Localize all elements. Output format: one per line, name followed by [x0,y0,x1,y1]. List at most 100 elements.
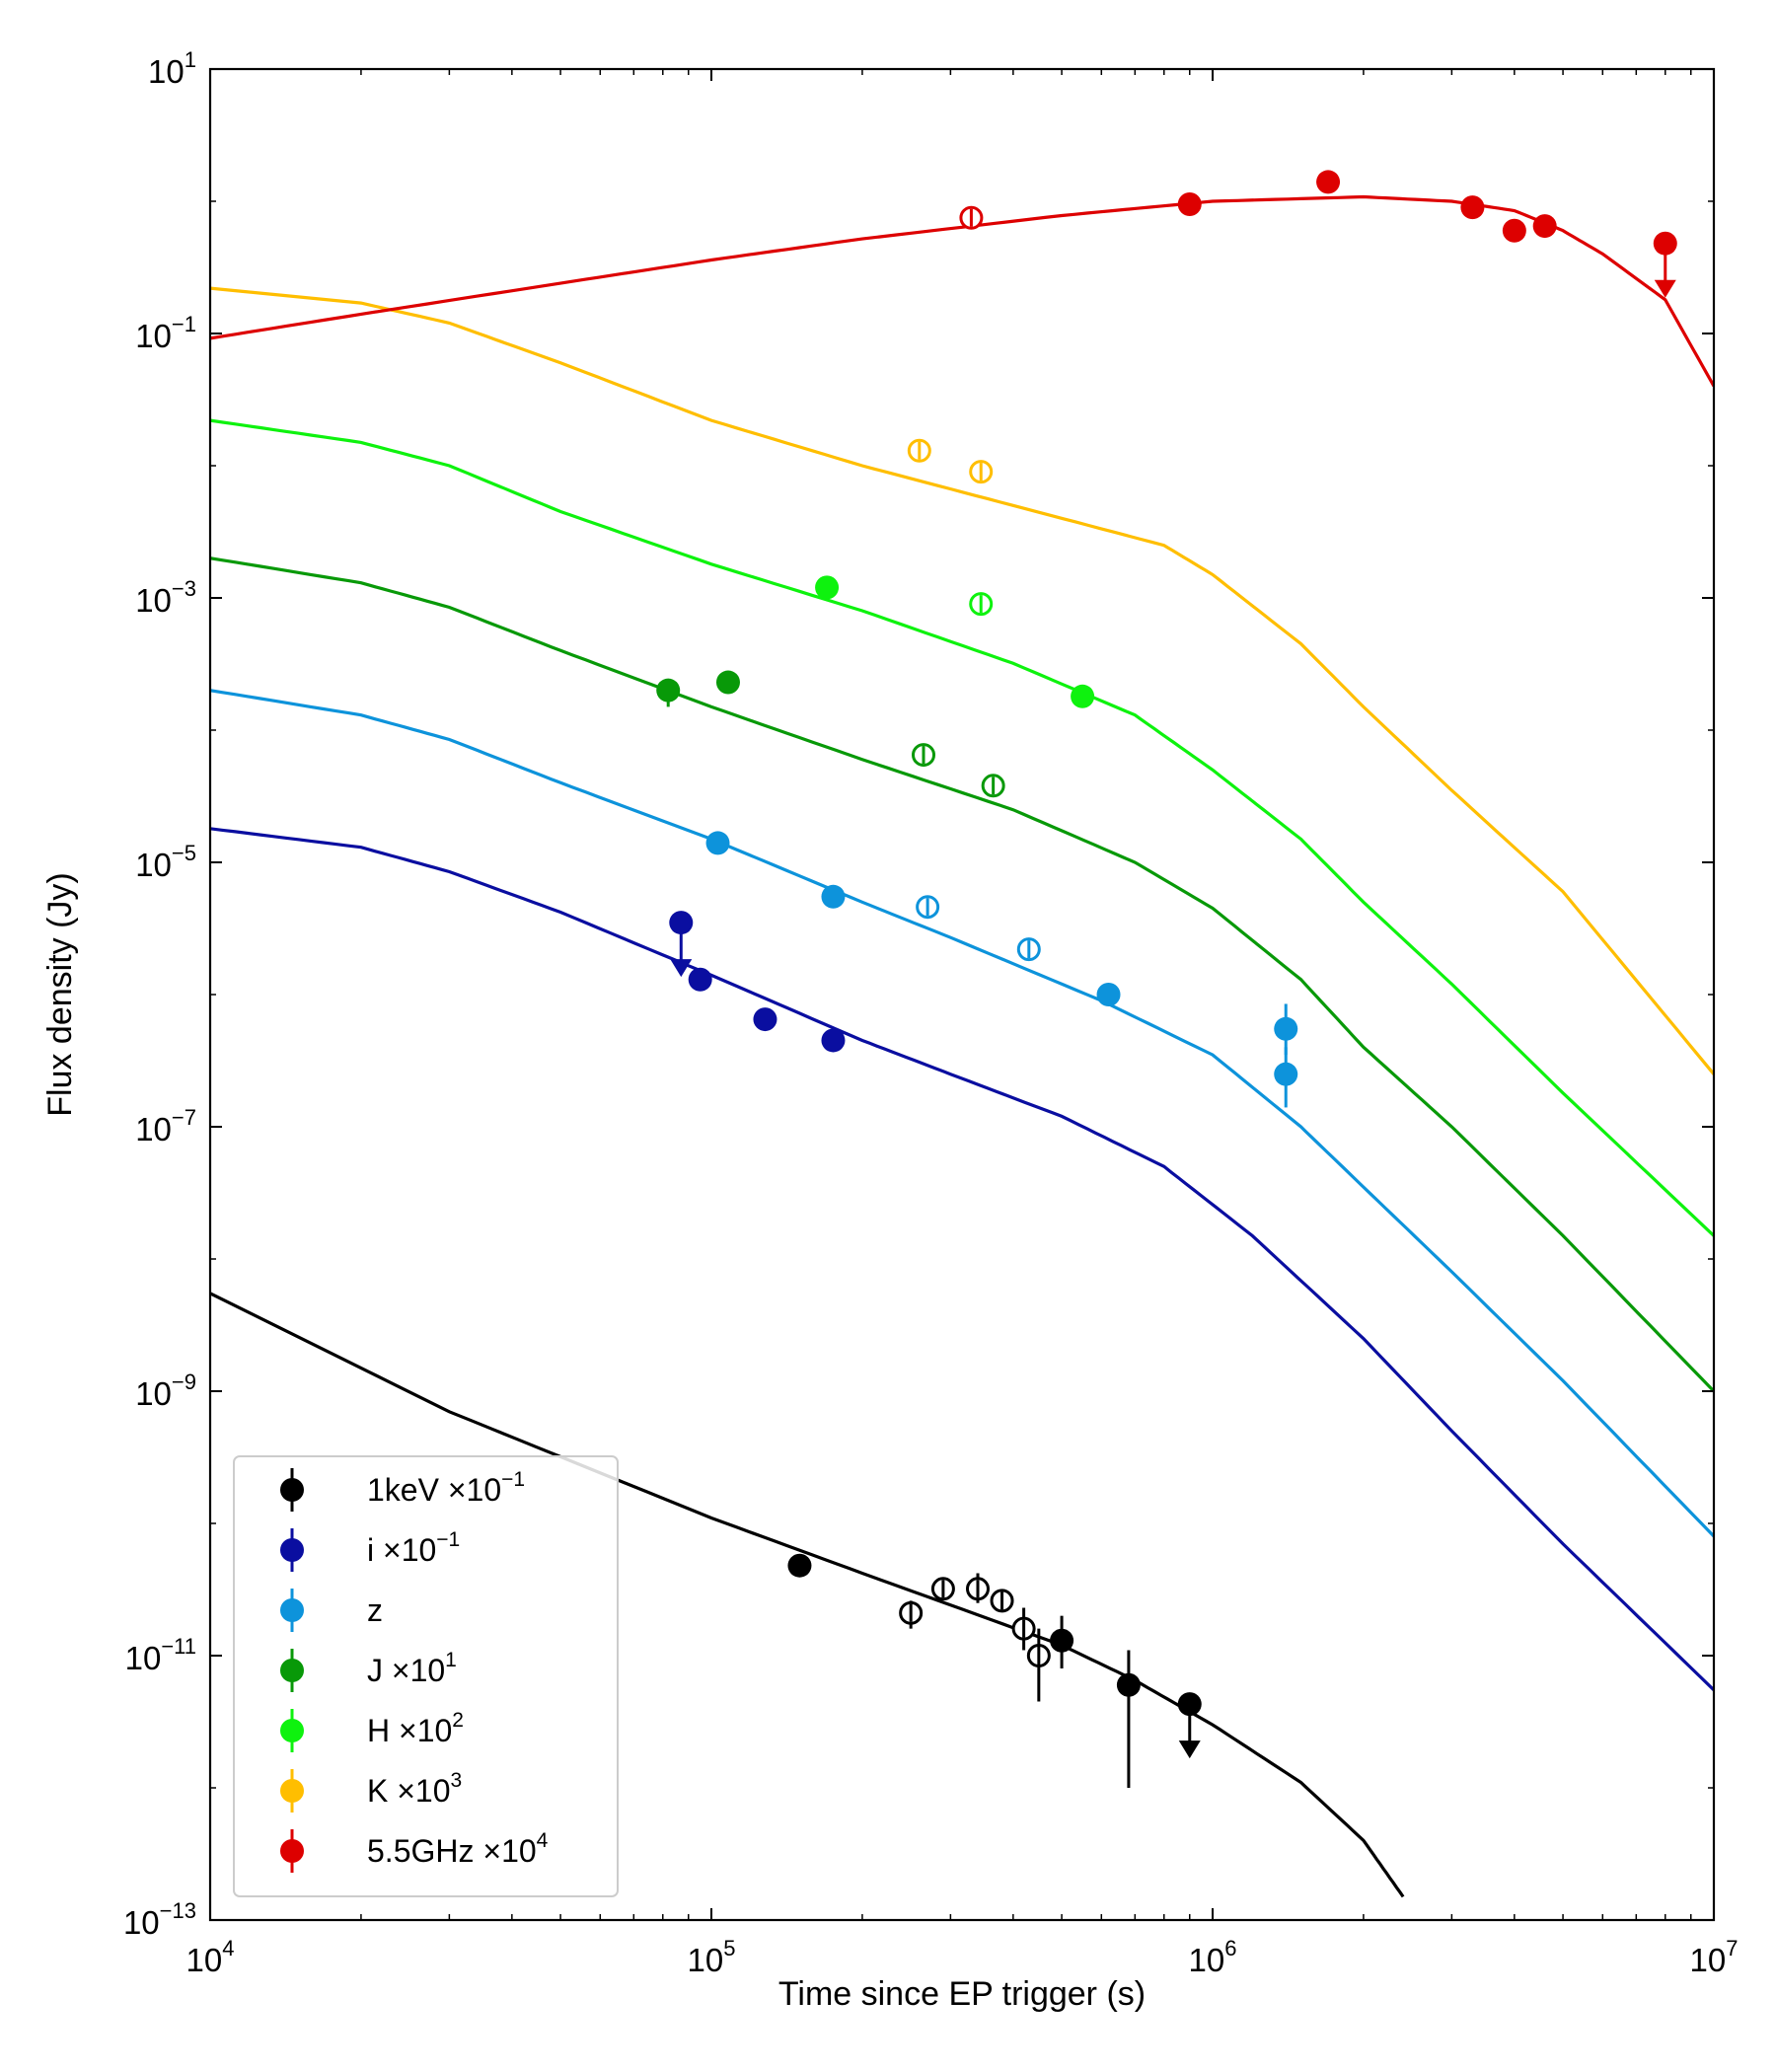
data-point-5.5GHz [1532,214,1557,239]
legend-marker [280,1598,304,1622]
data-point-K [907,438,931,463]
model-curve-K [210,286,1714,1075]
text-part: 10 [123,1904,160,1941]
text-part: 10 [125,1640,162,1676]
data-point-J [715,670,740,695]
y-tick-label: 10−1 [135,312,196,354]
x-tick-label: 106 [1189,1936,1237,1978]
plot-frame [208,67,1716,1922]
text-part: −11 [161,1634,196,1659]
marker [1274,1062,1298,1086]
text-part: ×10 [383,1532,436,1568]
legend-label: J ×101 [367,1649,457,1688]
data-point-1keV [1050,1615,1074,1668]
text-part: 4 [537,1829,549,1852]
data-point-i [688,967,712,992]
legend-marker [280,1478,304,1502]
legend-marker [280,1659,304,1682]
legend-label: H ×102 [367,1709,464,1748]
data-point-1keV [930,1577,955,1601]
text-part: 7 [1726,1936,1738,1961]
text-part: 10 [186,1942,223,1978]
marker [705,831,730,855]
text-part: 10 [135,582,172,619]
data-point-5.5GHz [1653,231,1677,298]
text-part: ×10 [399,1713,452,1748]
text-part: −5 [172,841,196,865]
marker [1116,1672,1141,1697]
axis-labels: 104 105 106 10710110−110−310−510−710−910−11… [123,47,1739,1978]
data-point-1keV [1026,1628,1051,1702]
marker [1050,1628,1074,1653]
text-part: 5.5GHz [367,1833,482,1869]
marker [753,1007,777,1032]
data-point-5.5GHz [1316,170,1341,194]
text-part: 6 [1224,1936,1236,1961]
data-point-1keV [1116,1650,1141,1788]
text-part: z [367,1592,383,1628]
marker [821,1028,846,1053]
marker [1460,195,1485,220]
data-point-1keV [965,1573,990,1603]
model-curve-i [210,827,1714,1691]
text-part: 10 [135,847,172,883]
text-part: 10 [1690,1942,1727,1978]
legend-entry-5.5GHz: 5.5GHz ×104 [280,1829,549,1873]
data-point-z [1274,1047,1298,1108]
model-curve-5.5GHz [210,194,1714,388]
text-part: 10 [148,53,185,90]
marker [821,884,846,909]
data-point-1keV [787,1553,812,1578]
marker [1274,1016,1298,1041]
text-part: ×10 [397,1773,450,1809]
y-tick-label: 10−9 [135,1369,196,1412]
data-point-z [1096,983,1121,1006]
text-part: ×10 [482,1833,536,1869]
marker [656,678,681,703]
x-tick-label: 107 [1690,1936,1739,1978]
text-part: 10 [135,1375,172,1412]
text-part: 1keV [367,1472,448,1508]
text-part: 1 [185,47,196,72]
data-point-1keV [1011,1607,1036,1651]
y-tick-label: 101 [148,47,196,90]
data-point-J [656,678,681,707]
legend-label: z [367,1592,383,1628]
x-tick-label: 104 [186,1936,235,1978]
legend-entry-1keV: 1keV ×10−1 [280,1468,525,1512]
text-part: ×10 [448,1472,501,1508]
y-tick-label: 10−11 [125,1634,196,1676]
text-part: −1 [172,312,196,336]
text-part: 3 [451,1769,463,1792]
model-curve-J [210,556,1714,1393]
data-point-i [669,911,694,978]
text-part: −1 [501,1468,525,1491]
data-point-z [821,884,846,909]
marker [787,1553,812,1578]
text-part: 10 [135,318,172,354]
marker [1177,1692,1202,1717]
upper-limit-arrow [1178,1740,1201,1759]
y-tick-label: 10−5 [135,841,196,883]
text-part: 10 [135,1111,172,1147]
data-point-J [981,774,1005,798]
text-part: H [367,1713,399,1748]
legend-marker [280,1719,304,1742]
text-part: −13 [160,1898,196,1923]
text-part: K [367,1773,397,1809]
legend-entry-H: H ×102 [280,1709,464,1752]
legend-entry-K: K ×103 [280,1769,462,1813]
legend-label: K ×103 [367,1769,462,1809]
data-point-5.5GHz [1502,218,1526,243]
data-point-5.5GHz [959,205,984,230]
marker [1532,214,1557,239]
upper-limit-arrow [1654,279,1676,298]
marker [715,670,740,695]
marker [1096,983,1121,1006]
x-axis-title: Time since EP trigger (s) [778,1975,1146,2013]
legend-label: 5.5GHz ×104 [367,1829,549,1869]
legend-label: i ×10−1 [367,1528,460,1568]
data-point-H [969,592,994,617]
text-part: −3 [172,576,196,601]
